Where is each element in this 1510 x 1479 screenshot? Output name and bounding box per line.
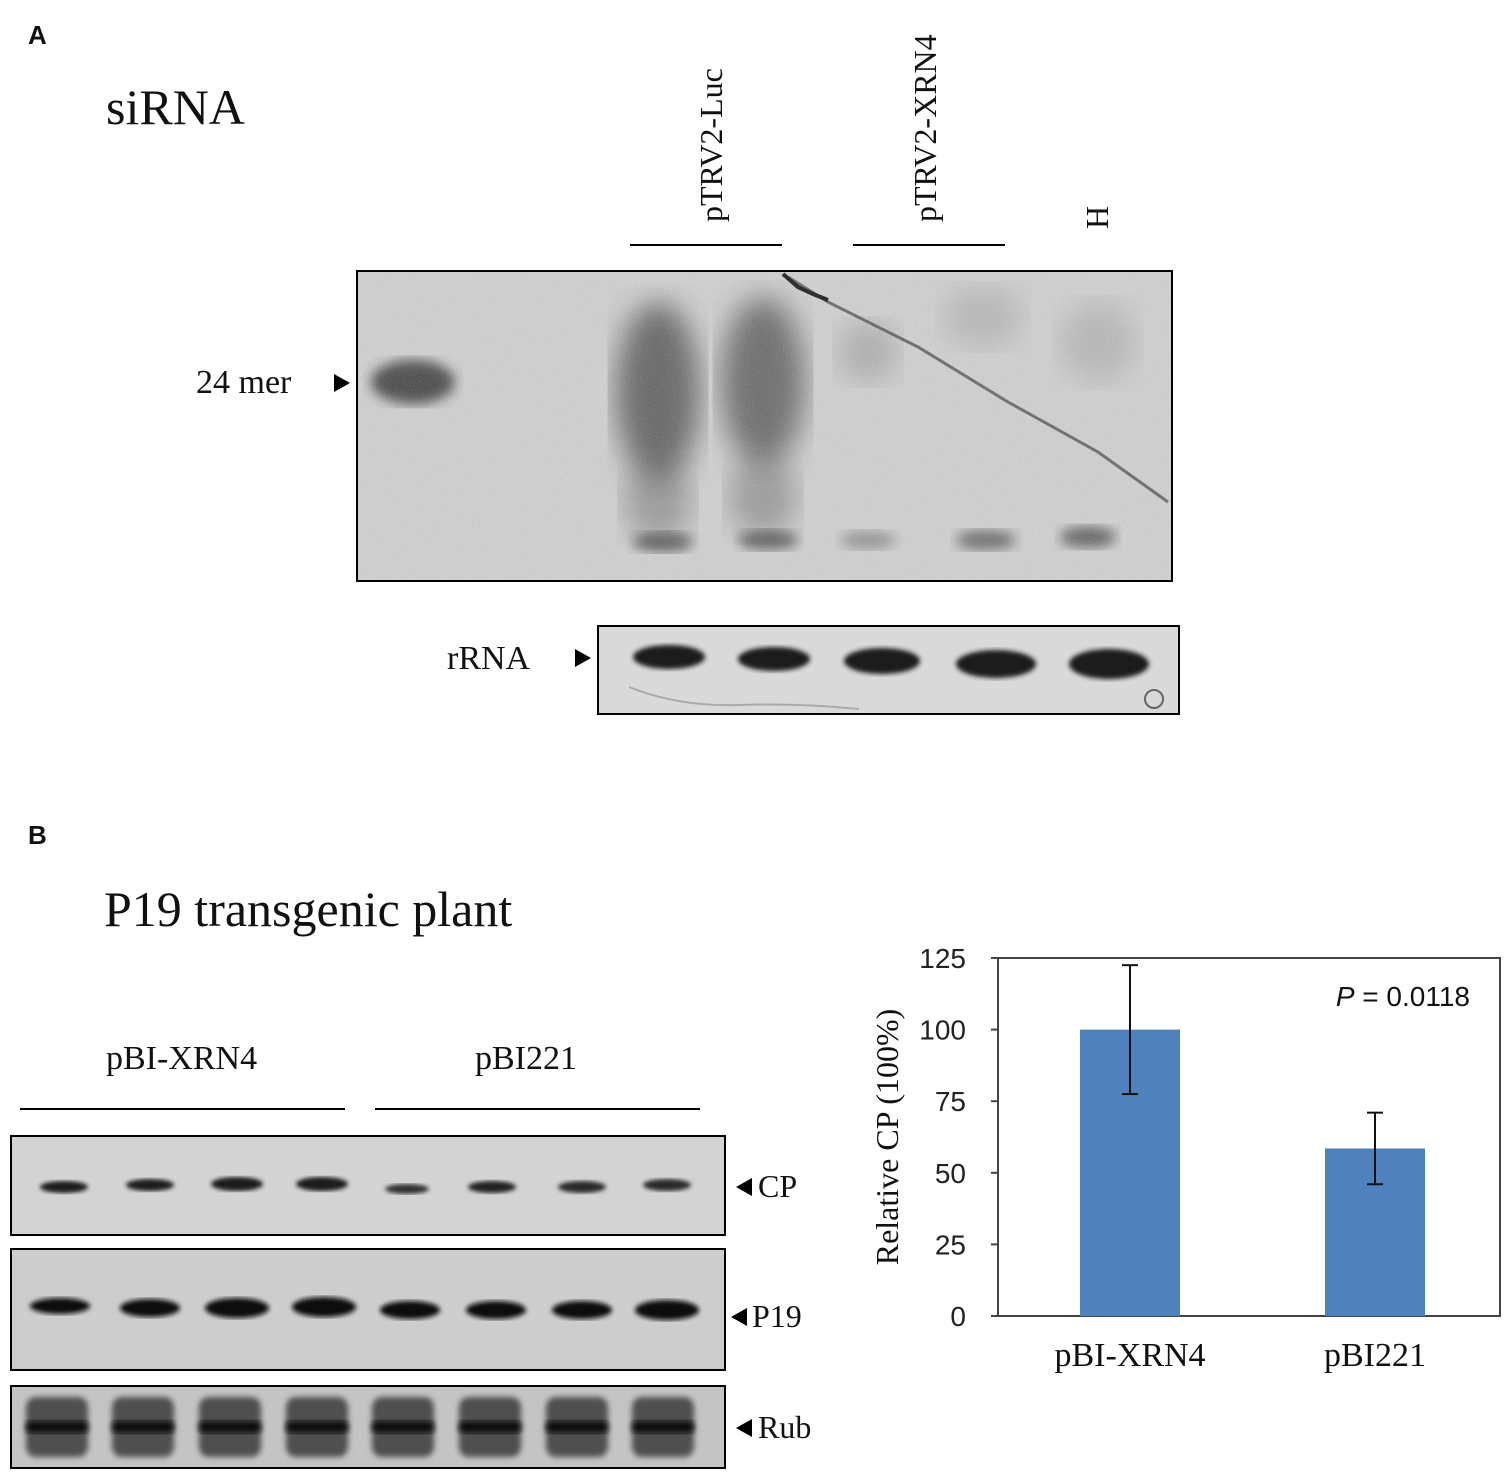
y-tick-label: 50 xyxy=(935,1158,966,1189)
p19-label: P19 xyxy=(752,1298,802,1334)
sirna-blot xyxy=(356,270,1173,582)
rub-arrow xyxy=(736,1419,752,1437)
panel-a-title: siRNA xyxy=(106,79,245,135)
panel-b-title: P19 transgenic plant xyxy=(104,881,513,937)
p-value-annotation: P = 0.0118 xyxy=(1336,981,1470,1012)
y-tick-label: 25 xyxy=(935,1229,966,1260)
cp-arrow xyxy=(736,1178,752,1196)
rrna-blot xyxy=(597,625,1180,715)
panel-b-letter: B xyxy=(28,820,47,850)
y-tick-label: 75 xyxy=(935,1086,966,1117)
rrna-label: rRNA xyxy=(447,640,531,677)
cp-label: CP xyxy=(758,1168,798,1204)
y-tick-label: 125 xyxy=(919,943,966,974)
rub-blot xyxy=(10,1385,726,1469)
y-axis-label: Relative CP (100%) xyxy=(869,1009,905,1266)
p19-blot-image xyxy=(12,1250,724,1369)
p-value: = 0.0118 xyxy=(1355,981,1470,1012)
lane-label-ptrv2-luc: pTRV2-Luc xyxy=(693,68,729,222)
lane-label-ptrv2-xrn4: pTRV2-XRN4 xyxy=(907,34,943,222)
group-label-pbi-xrn4: pBI-XRN4 xyxy=(106,1040,258,1077)
marker-24mer-label: 24 mer xyxy=(196,364,292,401)
group-bracket-pbi-xrn4 xyxy=(20,1108,345,1110)
p19-arrow xyxy=(731,1308,747,1326)
rrna-arrow xyxy=(575,649,591,667)
x-category-label: pBI-XRN4 xyxy=(1054,1337,1205,1374)
sirna-blot-image xyxy=(358,272,1171,580)
group-bracket-pbi221 xyxy=(375,1108,700,1110)
relative-cp-chart: 0 25 50 75 100 125 Relative CP (100%) pBI-XRN4 p… xyxy=(869,943,1501,1374)
rub-label: Rub xyxy=(758,1409,812,1445)
lane-bracket-ptrv2-xrn4 xyxy=(853,244,1005,246)
panel-a-letter: A xyxy=(28,20,47,50)
lane-label-h: H xyxy=(1079,205,1115,229)
y-tick-label: 100 xyxy=(919,1015,966,1046)
plot-frame xyxy=(997,957,1501,1317)
x-category-label: pBI221 xyxy=(1324,1337,1426,1374)
rrna-blot-image xyxy=(599,627,1178,713)
p19-blot xyxy=(10,1248,726,1371)
y-tick-label: 0 xyxy=(950,1301,966,1332)
group-label-pbi221: pBI221 xyxy=(475,1040,577,1077)
cp-blot xyxy=(10,1135,726,1236)
rub-blot-image xyxy=(12,1387,724,1467)
cp-blot-image xyxy=(12,1137,724,1234)
marker-24mer-arrow xyxy=(334,374,350,392)
lane-bracket-ptrv2-luc xyxy=(630,244,782,246)
p-symbol: P xyxy=(1336,981,1355,1012)
